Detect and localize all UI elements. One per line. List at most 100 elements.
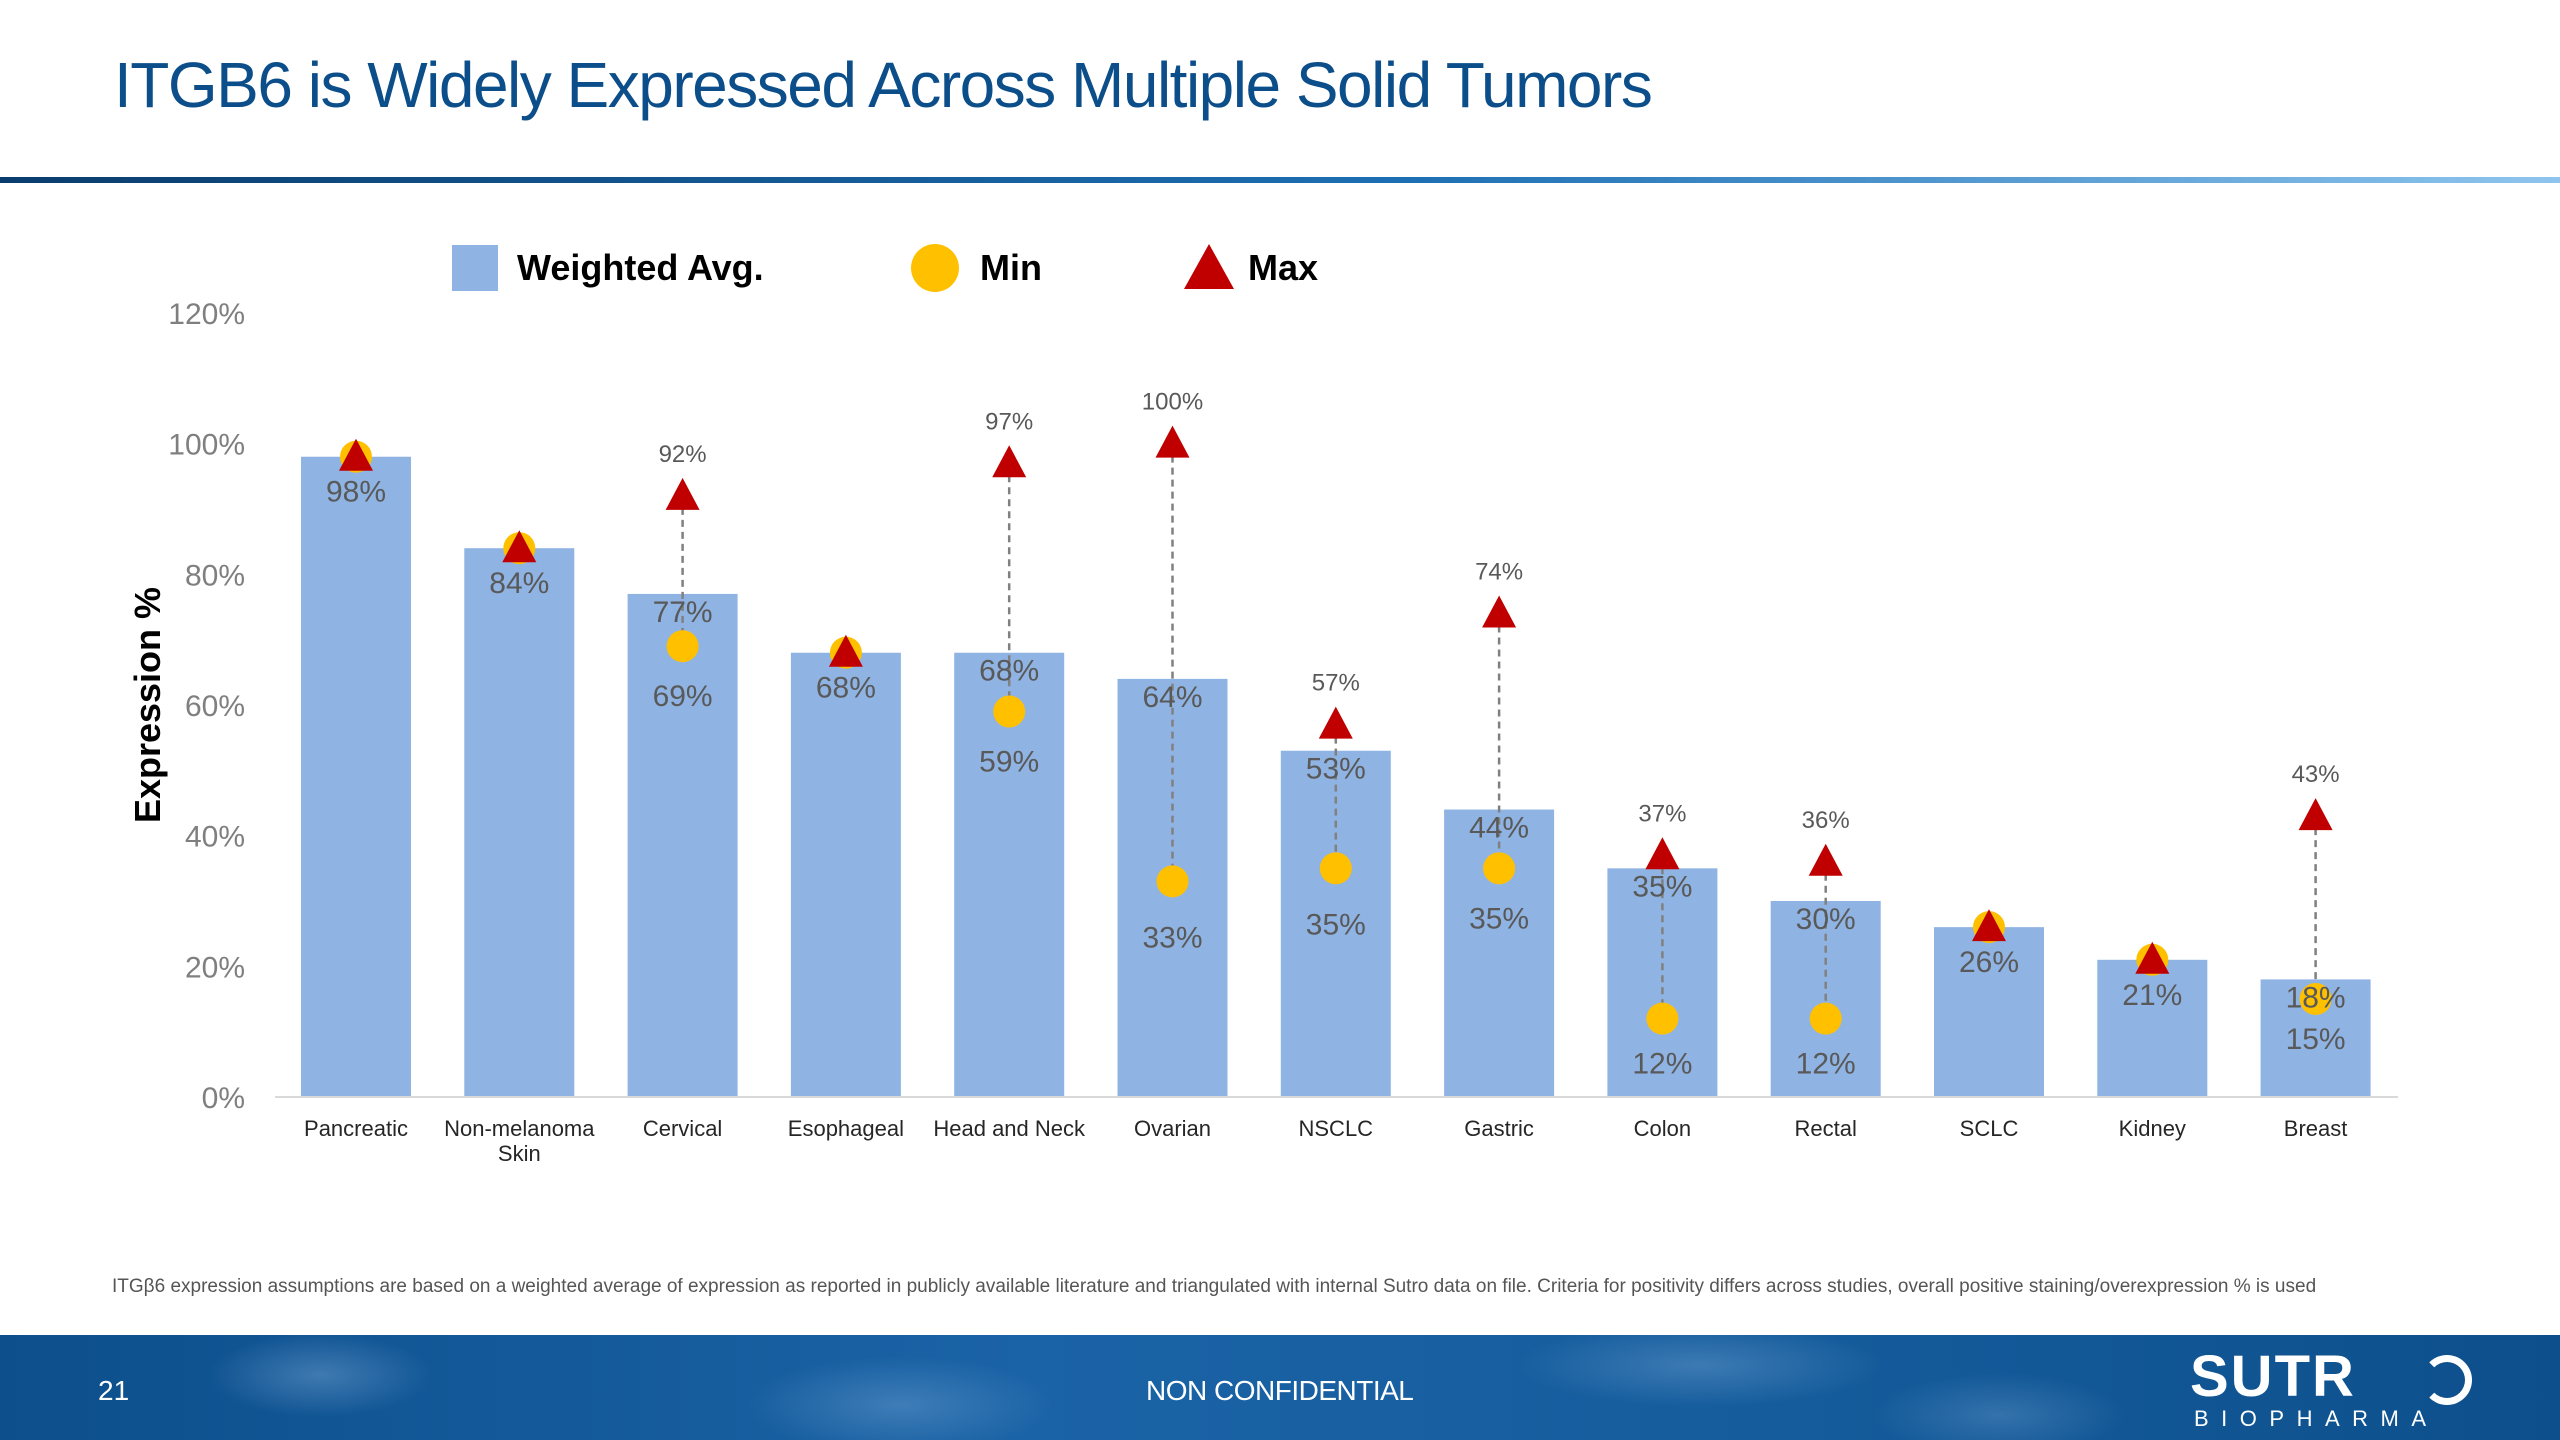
min-marker-6: [1319, 852, 1352, 885]
min-value-label-4: 59%: [979, 746, 1039, 779]
category-label-0: Pancreatic: [304, 1116, 408, 1141]
max-marker-1: [502, 530, 537, 563]
avg-value-label-3: 68%: [816, 672, 876, 705]
title-divider: [0, 177, 2560, 183]
avg-value-label-7: 44%: [1469, 812, 1529, 845]
bar-2: [627, 593, 738, 1097]
bar-10: [1934, 927, 2044, 1097]
category-label-1: Skin: [498, 1141, 541, 1166]
logo-ring-icon: [2422, 1355, 2472, 1405]
category-label-11: Kidney: [2119, 1116, 2186, 1141]
max-marker-3: [828, 634, 863, 667]
page-number: 21: [98, 1375, 130, 1406]
plot-area: 98% 84% 77% 68% 68% 64% 53% 44% 35% 30% 26% 21% 18% 6…: [301, 389, 2371, 1097]
max-marker-6: [1318, 706, 1353, 739]
y-tick-label: 0%: [202, 1082, 245, 1115]
max-marker-0: [339, 438, 373, 471]
avg-value-label-0: 98%: [326, 476, 386, 509]
legend-weighted-avg-swatch: [452, 245, 498, 291]
max-marker-4: [992, 445, 1027, 478]
legend-weighted-avg-label: Weighted Avg.: [517, 247, 764, 288]
y-tick-label: 80%: [185, 559, 245, 592]
y-axis: 0% 20% 40% 60% 80% 100% 120% Expression %: [127, 298, 245, 1115]
category-label-7: Gastric: [1464, 1116, 1534, 1141]
avg-value-label-1: 84%: [489, 567, 549, 600]
avg-value-label-2: 77%: [653, 596, 713, 629]
category-label-9: Rectal: [1795, 1116, 1857, 1141]
y-tick-label: 40%: [185, 821, 245, 854]
confidentiality-label: NON CONFIDENTIAL: [1146, 1375, 1414, 1406]
min-value-label-5: 33%: [1142, 921, 1202, 954]
min-marker-9: [1809, 1002, 1842, 1035]
max-value-label-5: 100%: [1142, 389, 1203, 416]
legend-min-marker: [911, 244, 959, 292]
max-marker-8: [1645, 837, 1680, 870]
max-marker-9: [1808, 843, 1843, 876]
avg-value-label-12: 18%: [2286, 981, 2346, 1014]
avg-value-label-5: 64%: [1142, 681, 1202, 714]
avg-value-label-6: 53%: [1306, 753, 1366, 786]
avg-value-label-9: 30%: [1796, 903, 1856, 936]
min-marker-8: [1646, 1002, 1679, 1035]
y-tick-label: 60%: [185, 690, 245, 723]
min-marker-5: [1156, 865, 1189, 898]
category-label-8: Colon: [1634, 1116, 1691, 1141]
max-value-label-6: 57%: [1312, 670, 1360, 697]
max-value-label-4: 97%: [985, 408, 1033, 435]
min-value-label-9: 12%: [1796, 1048, 1856, 1081]
max-marker-10: [1972, 909, 2006, 942]
y-tick-label: 120%: [168, 298, 245, 331]
min-marker-7: [1483, 852, 1516, 885]
max-marker-7: [1482, 595, 1517, 628]
bar-3: [790, 652, 901, 1097]
footer-bar: 21 NON CONFIDENTIAL SUTR BIOPHARMA: [0, 1335, 2560, 1440]
min-marker-4: [993, 695, 1026, 728]
footnote: ITGβ6 expression assumptions are based o…: [112, 1276, 2317, 1297]
category-label-12: Breast: [2284, 1116, 2348, 1141]
y-tick-label: 100%: [168, 429, 245, 462]
category-label-1: Non-melanoma: [444, 1116, 595, 1141]
max-marker-5: [1155, 425, 1190, 458]
category-label-3: Esophageal: [788, 1116, 904, 1141]
y-axis-title: Expression %: [127, 587, 168, 823]
logo-subtitle: BIOPHARMA: [2194, 1406, 2439, 1431]
bar-1: [464, 548, 575, 1097]
y-tick-label: 20%: [185, 951, 245, 984]
max-marker-2: [665, 477, 700, 510]
min-value-label-6: 35%: [1306, 908, 1366, 941]
category-label-2: Cervical: [643, 1116, 722, 1141]
min-value-label-12: 15%: [2286, 1023, 2346, 1056]
max-marker-11: [2135, 941, 2170, 974]
slide-title: ITGB6 is Widely Expressed Across Multipl…: [114, 49, 1653, 121]
sutro-logo: SUTR BIOPHARMA: [2190, 1347, 2490, 1432]
max-value-label-8: 37%: [1638, 800, 1686, 827]
max-value-label-7: 74%: [1475, 559, 1523, 586]
bar-11: [2097, 959, 2208, 1097]
max-value-label-9: 36%: [1802, 807, 1850, 834]
max-value-label-12: 43%: [2292, 761, 2340, 788]
min-value-label-7: 35%: [1469, 902, 1529, 935]
avg-value-label-8: 35%: [1632, 870, 1692, 903]
bar-6: [1280, 750, 1391, 1097]
logo-wordmark: SUTR: [2190, 1344, 2356, 1409]
avg-value-label-11: 21%: [2122, 979, 2182, 1012]
expression-bar-chart: Weighted Avg. Min Max 0% 20% 40% 60% 80% 100% 12…: [127, 244, 2398, 1166]
avg-value-label-10: 26%: [1959, 946, 2019, 979]
category-label-6: NSCLC: [1299, 1116, 1374, 1141]
min-value-label-2: 69%: [653, 680, 713, 713]
category-label-4: Head and Neck: [933, 1116, 1086, 1141]
min-value-label-8: 12%: [1632, 1048, 1692, 1081]
chart-legend: Weighted Avg. Min Max: [452, 244, 1318, 292]
max-value-label-2: 92%: [659, 441, 707, 468]
avg-value-label-4: 68%: [979, 655, 1039, 688]
category-label-5: Ovarian: [1134, 1116, 1211, 1141]
legend-max-label: Max: [1248, 247, 1318, 288]
legend-min-label: Min: [980, 247, 1042, 288]
bar-0: [301, 456, 411, 1097]
legend-max-marker: [1184, 244, 1234, 289]
max-marker-12: [2298, 798, 2333, 831]
min-marker-12: [2299, 983, 2332, 1015]
category-label-10: SCLC: [1960, 1116, 2019, 1141]
min-marker-2: [666, 630, 699, 663]
